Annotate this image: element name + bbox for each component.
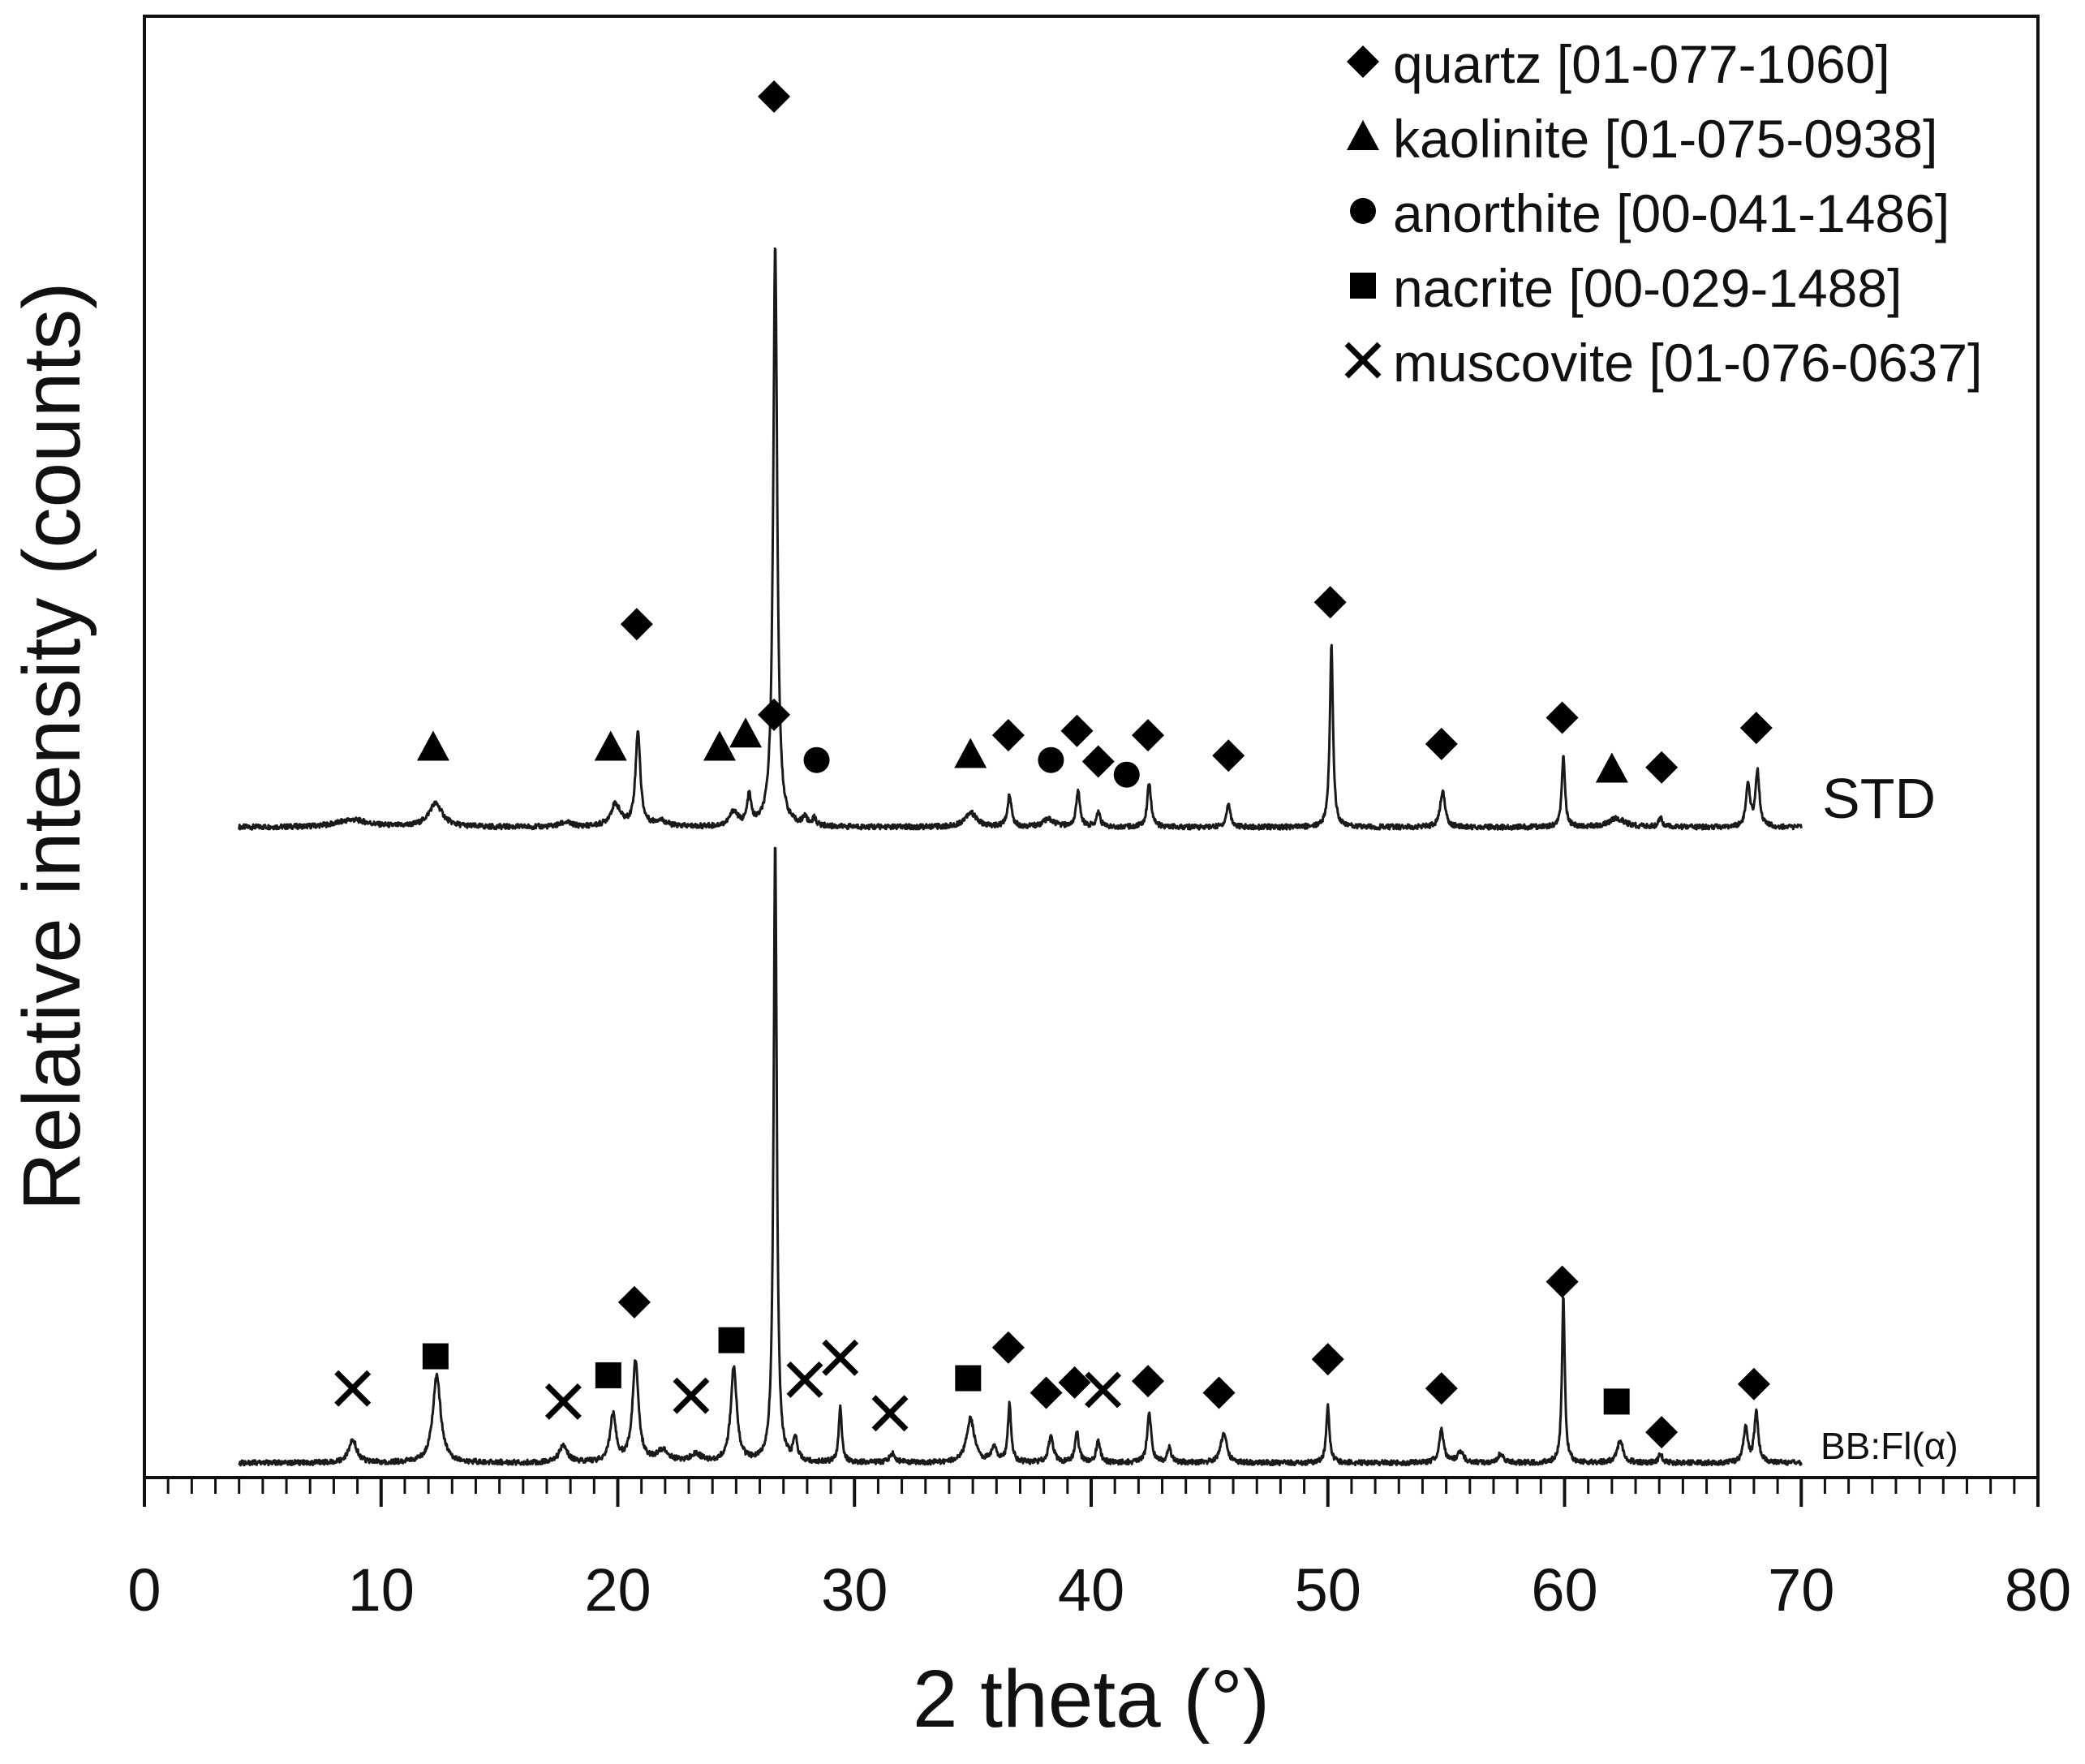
kaolinite-marker [954,738,987,768]
muscovite-marker [544,1383,582,1420]
quartz-marker [758,80,791,114]
quartz-marker [758,698,791,731]
kaolinite-marker [1595,752,1628,783]
quartz-marker [1425,727,1458,760]
x-tick-label: 30 [821,1556,888,1624]
muscovite-marker [871,1395,909,1432]
x-tick-label: 50 [1295,1556,1361,1624]
x-tick-labels: 0 10 20 30 40 50 60 70 80 [127,1556,2071,1624]
kaolinite-marker [703,730,736,761]
quartz-marker [1645,751,1679,784]
x-tick-label: 0 [127,1556,161,1624]
phase-markers [334,80,1773,1449]
quartz-marker [620,608,653,641]
x-tick-label: 20 [584,1556,651,1624]
quartz-marker [1425,1372,1458,1405]
nacrite-marker [595,1362,621,1388]
quartz-marker [1132,719,1165,752]
quartz-marker [1081,745,1115,778]
quartz-marker [617,1285,651,1319]
x-tick-label: 10 [348,1556,415,1624]
x-tick-label: 70 [1768,1556,1834,1624]
muscovite-marker [673,1377,710,1414]
series-line-std [238,247,1803,831]
x-tick-label: 60 [1531,1556,1597,1624]
quartz-marker [1645,1416,1679,1449]
kaolinite-marker [416,730,449,761]
anorthite-marker [803,746,830,773]
series-label-bb-fl: BB:Fl(α) [1821,1425,1958,1467]
legend: quartz [01-077-1060] kaolinite [01-075-09… [1344,34,1982,393]
series-line-bb-fl [238,846,1803,1467]
quartz-marker [991,719,1025,752]
legend-muscovite-icon [1344,342,1382,379]
quartz-marker [1058,1366,1091,1399]
legend-label: nacrite [00-029-1488] [1393,258,1902,318]
series-layer [238,247,1803,1467]
kaolinite-marker [594,730,627,761]
nacrite-marker [1603,1388,1630,1415]
quartz-marker [1545,701,1579,734]
kaolinite-marker [729,717,763,748]
y-axis-title: Relative intensity (counts) [6,282,97,1211]
quartz-marker [1132,1365,1165,1398]
quartz-marker [1739,712,1773,745]
quartz-marker [1060,714,1094,747]
quartz-marker [1311,1343,1344,1376]
nacrite-marker [422,1343,449,1370]
quartz-marker [1313,586,1347,619]
x-tick-label: 40 [1058,1556,1124,1624]
anorthite-marker [1113,761,1140,788]
quartz-marker [1212,739,1245,772]
legend-quartz-icon [1347,45,1379,78]
legend-label: anorthite [00-041-1486] [1393,183,1950,243]
x-major-ticks [143,1478,2040,1507]
muscovite-marker [786,1361,823,1398]
legend-anorthite-icon [1350,198,1376,224]
legend-label: muscovite [01-076-0637] [1393,333,1982,393]
legend-nacrite-icon [1350,273,1376,299]
anorthite-marker [1038,746,1064,773]
quartz-marker [991,1331,1025,1364]
quartz-marker [1030,1376,1063,1409]
legend-kaolinite-icon [1347,120,1379,150]
quartz-marker [1202,1376,1236,1409]
x-tick-label: 80 [2005,1556,2071,1624]
nacrite-marker [955,1365,982,1392]
muscovite-marker [334,1370,372,1407]
nacrite-marker [718,1327,745,1353]
quartz-marker [1545,1265,1579,1298]
legend-label: quartz [01-077-1060] [1393,34,1890,94]
series-label-std: STD [1822,767,1936,830]
muscovite-marker [1085,1371,1122,1409]
x-axis-title: 2 theta (°) [913,1654,1270,1745]
quartz-marker [1737,1367,1770,1400]
legend-label: kaolinite [01-075-0938] [1393,109,1937,169]
muscovite-marker [822,1339,859,1376]
